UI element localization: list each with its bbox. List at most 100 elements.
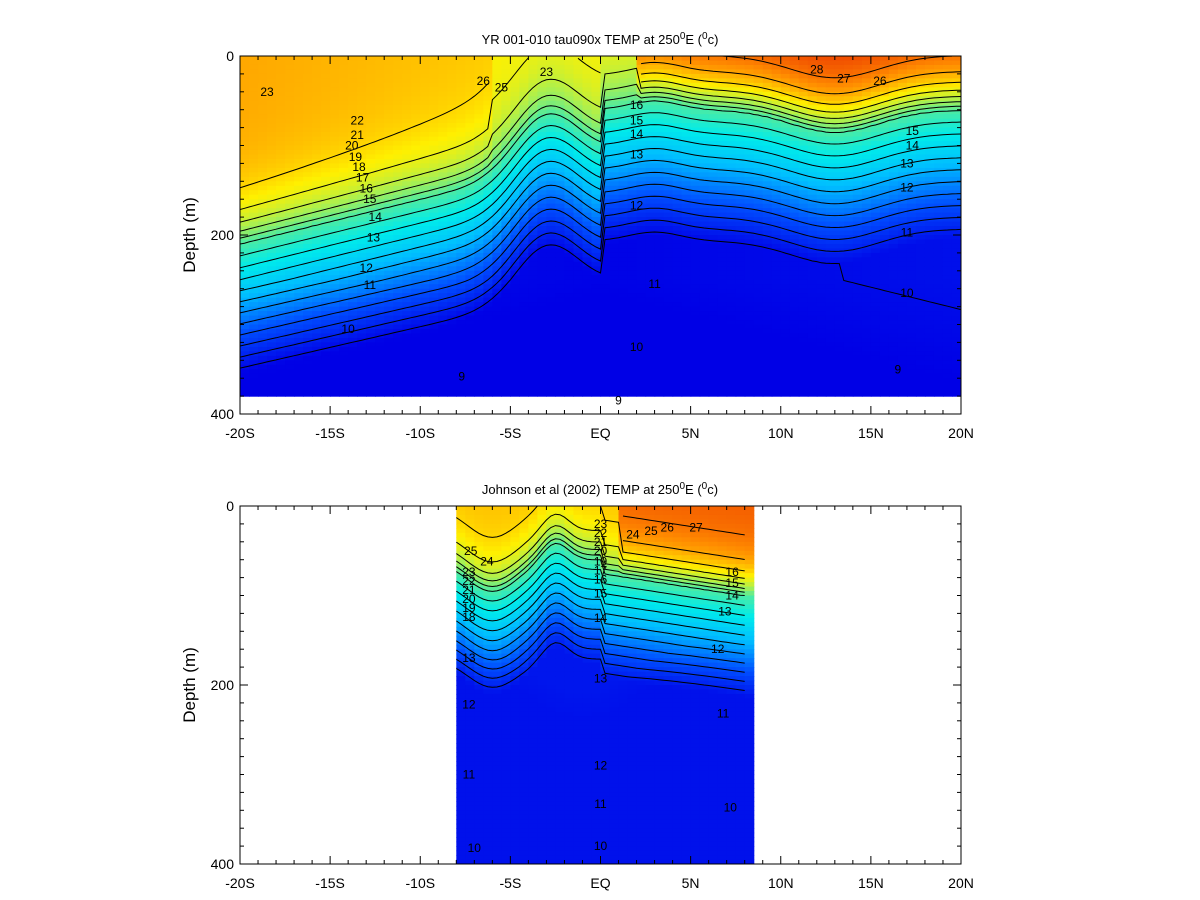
field-cell: [456, 158, 466, 164]
field-cell: [276, 109, 286, 115]
field-cell: [303, 212, 313, 218]
field-cell: [618, 257, 629, 263]
field-cell: [447, 69, 457, 75]
field-cell: [699, 208, 710, 214]
field-cell: [456, 369, 466, 375]
field-cell: [339, 226, 349, 232]
field-cell: [537, 212, 548, 218]
field-cell: [591, 315, 602, 321]
field-cell: [375, 136, 385, 142]
field-cell: [438, 369, 448, 375]
field-cell: [357, 167, 367, 173]
field-cell: [717, 221, 728, 227]
field-cell: [420, 123, 430, 129]
field-cell: [789, 176, 800, 182]
field-cell: [816, 391, 827, 397]
field-cell: [636, 382, 647, 388]
field-cell: [312, 355, 322, 361]
field-cell: [348, 185, 358, 191]
field-cell: [771, 145, 782, 151]
field-cell: [303, 208, 313, 214]
field-cell: [366, 252, 376, 258]
field-cell: [402, 69, 412, 75]
field-cell: [330, 306, 340, 312]
field-cell: [582, 100, 593, 106]
field-cell: [249, 78, 259, 84]
field-cell: [339, 123, 349, 129]
field-cell: [762, 217, 773, 223]
field-cell: [582, 96, 593, 102]
field-cell: [744, 275, 755, 281]
field-cell: [645, 355, 656, 361]
field-cell: [555, 302, 566, 308]
field-cell: [816, 145, 827, 151]
field-cell: [708, 239, 719, 245]
field-cell: [537, 163, 548, 169]
field-cell: [591, 87, 602, 93]
field-cell: [573, 288, 584, 294]
field-cell: [375, 64, 385, 71]
field-cell: [546, 346, 557, 352]
field-cell: [618, 69, 629, 75]
field-cell: [321, 127, 331, 133]
field-cell: [573, 333, 584, 339]
field-cell: [249, 355, 259, 361]
field-cell: [708, 199, 719, 205]
field-cell: [528, 342, 539, 348]
field-cell: [816, 364, 827, 370]
field-cell: [240, 387, 250, 393]
field-cell: [465, 221, 475, 227]
field-cell: [285, 382, 295, 388]
field-cell: [465, 248, 475, 254]
field-cell: [681, 266, 692, 272]
field-cell: [258, 181, 268, 187]
field-cell: [780, 387, 791, 393]
field-cell: [672, 315, 683, 321]
field-cell: [726, 378, 737, 384]
field-cell: [429, 73, 439, 79]
field-cell: [456, 346, 466, 352]
field-cell: [825, 279, 836, 285]
field-cell: [672, 78, 683, 84]
field-cell: [321, 60, 331, 66]
field-cell: [411, 248, 421, 254]
field-cell: [762, 73, 773, 79]
field-cell: [555, 154, 566, 160]
field-cell: [717, 208, 728, 214]
field-cell: [276, 212, 286, 218]
field-cell: [744, 167, 755, 173]
field-cell: [267, 100, 277, 106]
field-cell: [384, 288, 394, 294]
field-cell: [744, 306, 755, 312]
field-cell: [708, 73, 719, 79]
field-cell: [240, 141, 250, 147]
field-cell: [708, 221, 719, 227]
field-cell: [357, 127, 367, 133]
field-cell: [348, 239, 358, 245]
field-cell: [816, 252, 827, 258]
field-cell: [294, 105, 304, 111]
field-cell: [528, 172, 539, 178]
field-cell: [744, 217, 755, 223]
field-cell: [690, 387, 701, 393]
field-cell: [285, 360, 295, 366]
field-cell: [564, 257, 575, 263]
field-cell: [411, 243, 421, 250]
field-cell: [690, 181, 701, 187]
field-cell: [258, 136, 268, 142]
field-cell: [690, 342, 701, 348]
field-cell: [663, 270, 674, 276]
field-cell: [645, 306, 656, 312]
field-cell: [609, 82, 620, 88]
field-cell: [519, 320, 529, 326]
field-cell: [627, 60, 638, 66]
field-cell: [582, 87, 593, 93]
field-cell: [726, 172, 737, 178]
field-cell: [618, 378, 629, 384]
field-cell: [510, 78, 520, 84]
field-cell: [735, 127, 746, 133]
field-cell: [591, 369, 602, 375]
field-cell: [672, 284, 683, 290]
field-cell: [816, 149, 827, 156]
field-cell: [249, 342, 259, 348]
